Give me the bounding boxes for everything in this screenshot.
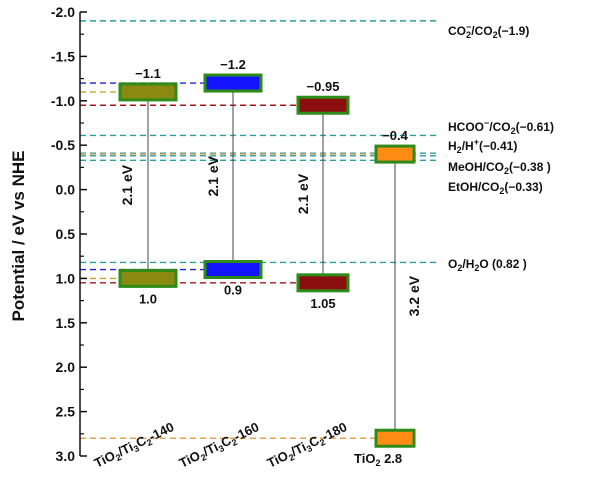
material-0: −1.1 1.0 2.1 eV [118, 66, 178, 306]
reference-labels: CO2−/CO2(−1.9) HCOO−/CO2(−0.61)H2/H+(−0.4… [448, 22, 554, 273]
band-gap-label: 2.1 eV [295, 173, 311, 214]
valence-band-box [203, 260, 263, 280]
y-tick-label: 0.0 [56, 182, 76, 198]
y-axis-title: Potential / eV vs NHE [9, 151, 28, 322]
y-tick-label: -0.5 [51, 137, 75, 153]
conduction-band-label: −1.2 [220, 57, 246, 72]
y-tick-label: 3.0 [56, 448, 76, 464]
valence-band-label: 1.0 [139, 291, 157, 306]
conduction-band-box [203, 73, 263, 93]
y-tick-label: -1.0 [51, 93, 75, 109]
band-gap-label: 3.2 eV [406, 275, 422, 316]
material-3: −0.4 3.2 eV [374, 128, 422, 448]
conduction-band-box [118, 82, 178, 102]
category-label: TiO2 2.8 [354, 451, 402, 468]
category-label: TiO2/Ti3C2-180 [265, 419, 351, 472]
conduction-band-label: −0.95 [307, 79, 340, 94]
reference-label: H2/H+(−0.41) [448, 137, 517, 155]
band-gap-label: 2.1 eV [205, 155, 221, 196]
conduction-band-label: −0.4 [382, 128, 408, 143]
conduction-band-box [296, 95, 350, 115]
y-tick-label: 1.5 [56, 315, 76, 331]
material-2: −0.95 1.05 2.1 eV [295, 79, 350, 311]
y-tick-label: 2.5 [56, 404, 76, 420]
y-axis: -2.0 -1.5 -1.0 -0.5 0.0 0.5 1.0 1.5 2.0 2.5 3.0 [51, 4, 87, 464]
valence-band-label: 2.8 [380, 451, 402, 466]
y-tick-label: -2.0 [51, 4, 75, 20]
category-label: TiO2/Ti3C2-140 [92, 419, 178, 472]
reference-label: CO2−/CO2(−1.9) [448, 22, 529, 40]
band-gap-label: 2.1 eV [119, 164, 135, 205]
y-tick-label: -1.5 [51, 48, 75, 64]
reference-label: EtOH/CO2(−0.33) [448, 180, 543, 196]
y-tick-label: 2.0 [56, 359, 76, 375]
reference-label: MeOH/CO2(−0.38 ) [448, 160, 551, 176]
material-1: −1.2 0.9 2.1 eV [203, 57, 263, 298]
materials-group: −1.1 1.0 2.1 eV −1.2 0.9 2.1 eV −0.95 1.05 2.1 e… [118, 57, 422, 448]
reference-label: HCOO−/CO2(−0.61) [448, 118, 554, 136]
y-tick-label: 1.0 [56, 270, 76, 286]
y-tick-label: 0.5 [56, 226, 76, 242]
valence-band-box [118, 268, 178, 288]
valence-band-label: 0.9 [224, 283, 242, 298]
valence-band-label: 1.05 [310, 296, 335, 311]
valence-band-box [374, 428, 416, 448]
conduction-band-box [374, 144, 416, 164]
valence-band-box [296, 273, 350, 293]
reference-label: O2/H2O (0.82 ) [448, 257, 527, 273]
category-label: TiO2/Ti3C2-160 [177, 419, 263, 472]
conduction-band-label: −1.1 [135, 66, 161, 81]
category-labels: TiO2/Ti3C2-140TiO2/Ti3C2-160TiO2/Ti3C2-1… [92, 419, 402, 472]
